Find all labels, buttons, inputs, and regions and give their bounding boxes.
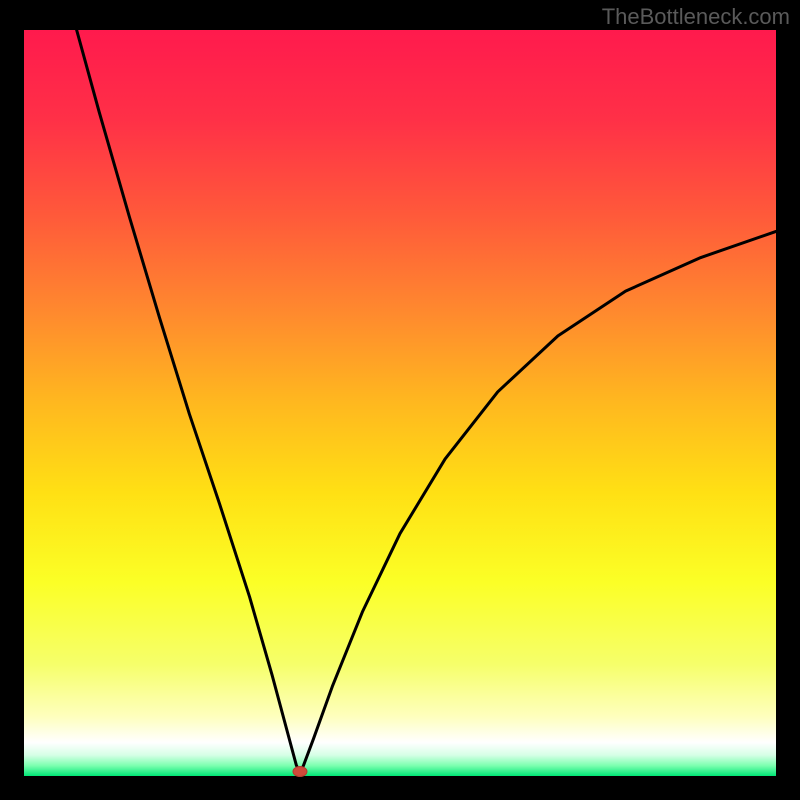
chart-plot-area: [24, 30, 776, 776]
chart-stage: TheBottleneck.com: [0, 0, 800, 800]
bottleneck-chart-svg: [0, 0, 800, 800]
optimal-point-marker: [293, 767, 307, 777]
